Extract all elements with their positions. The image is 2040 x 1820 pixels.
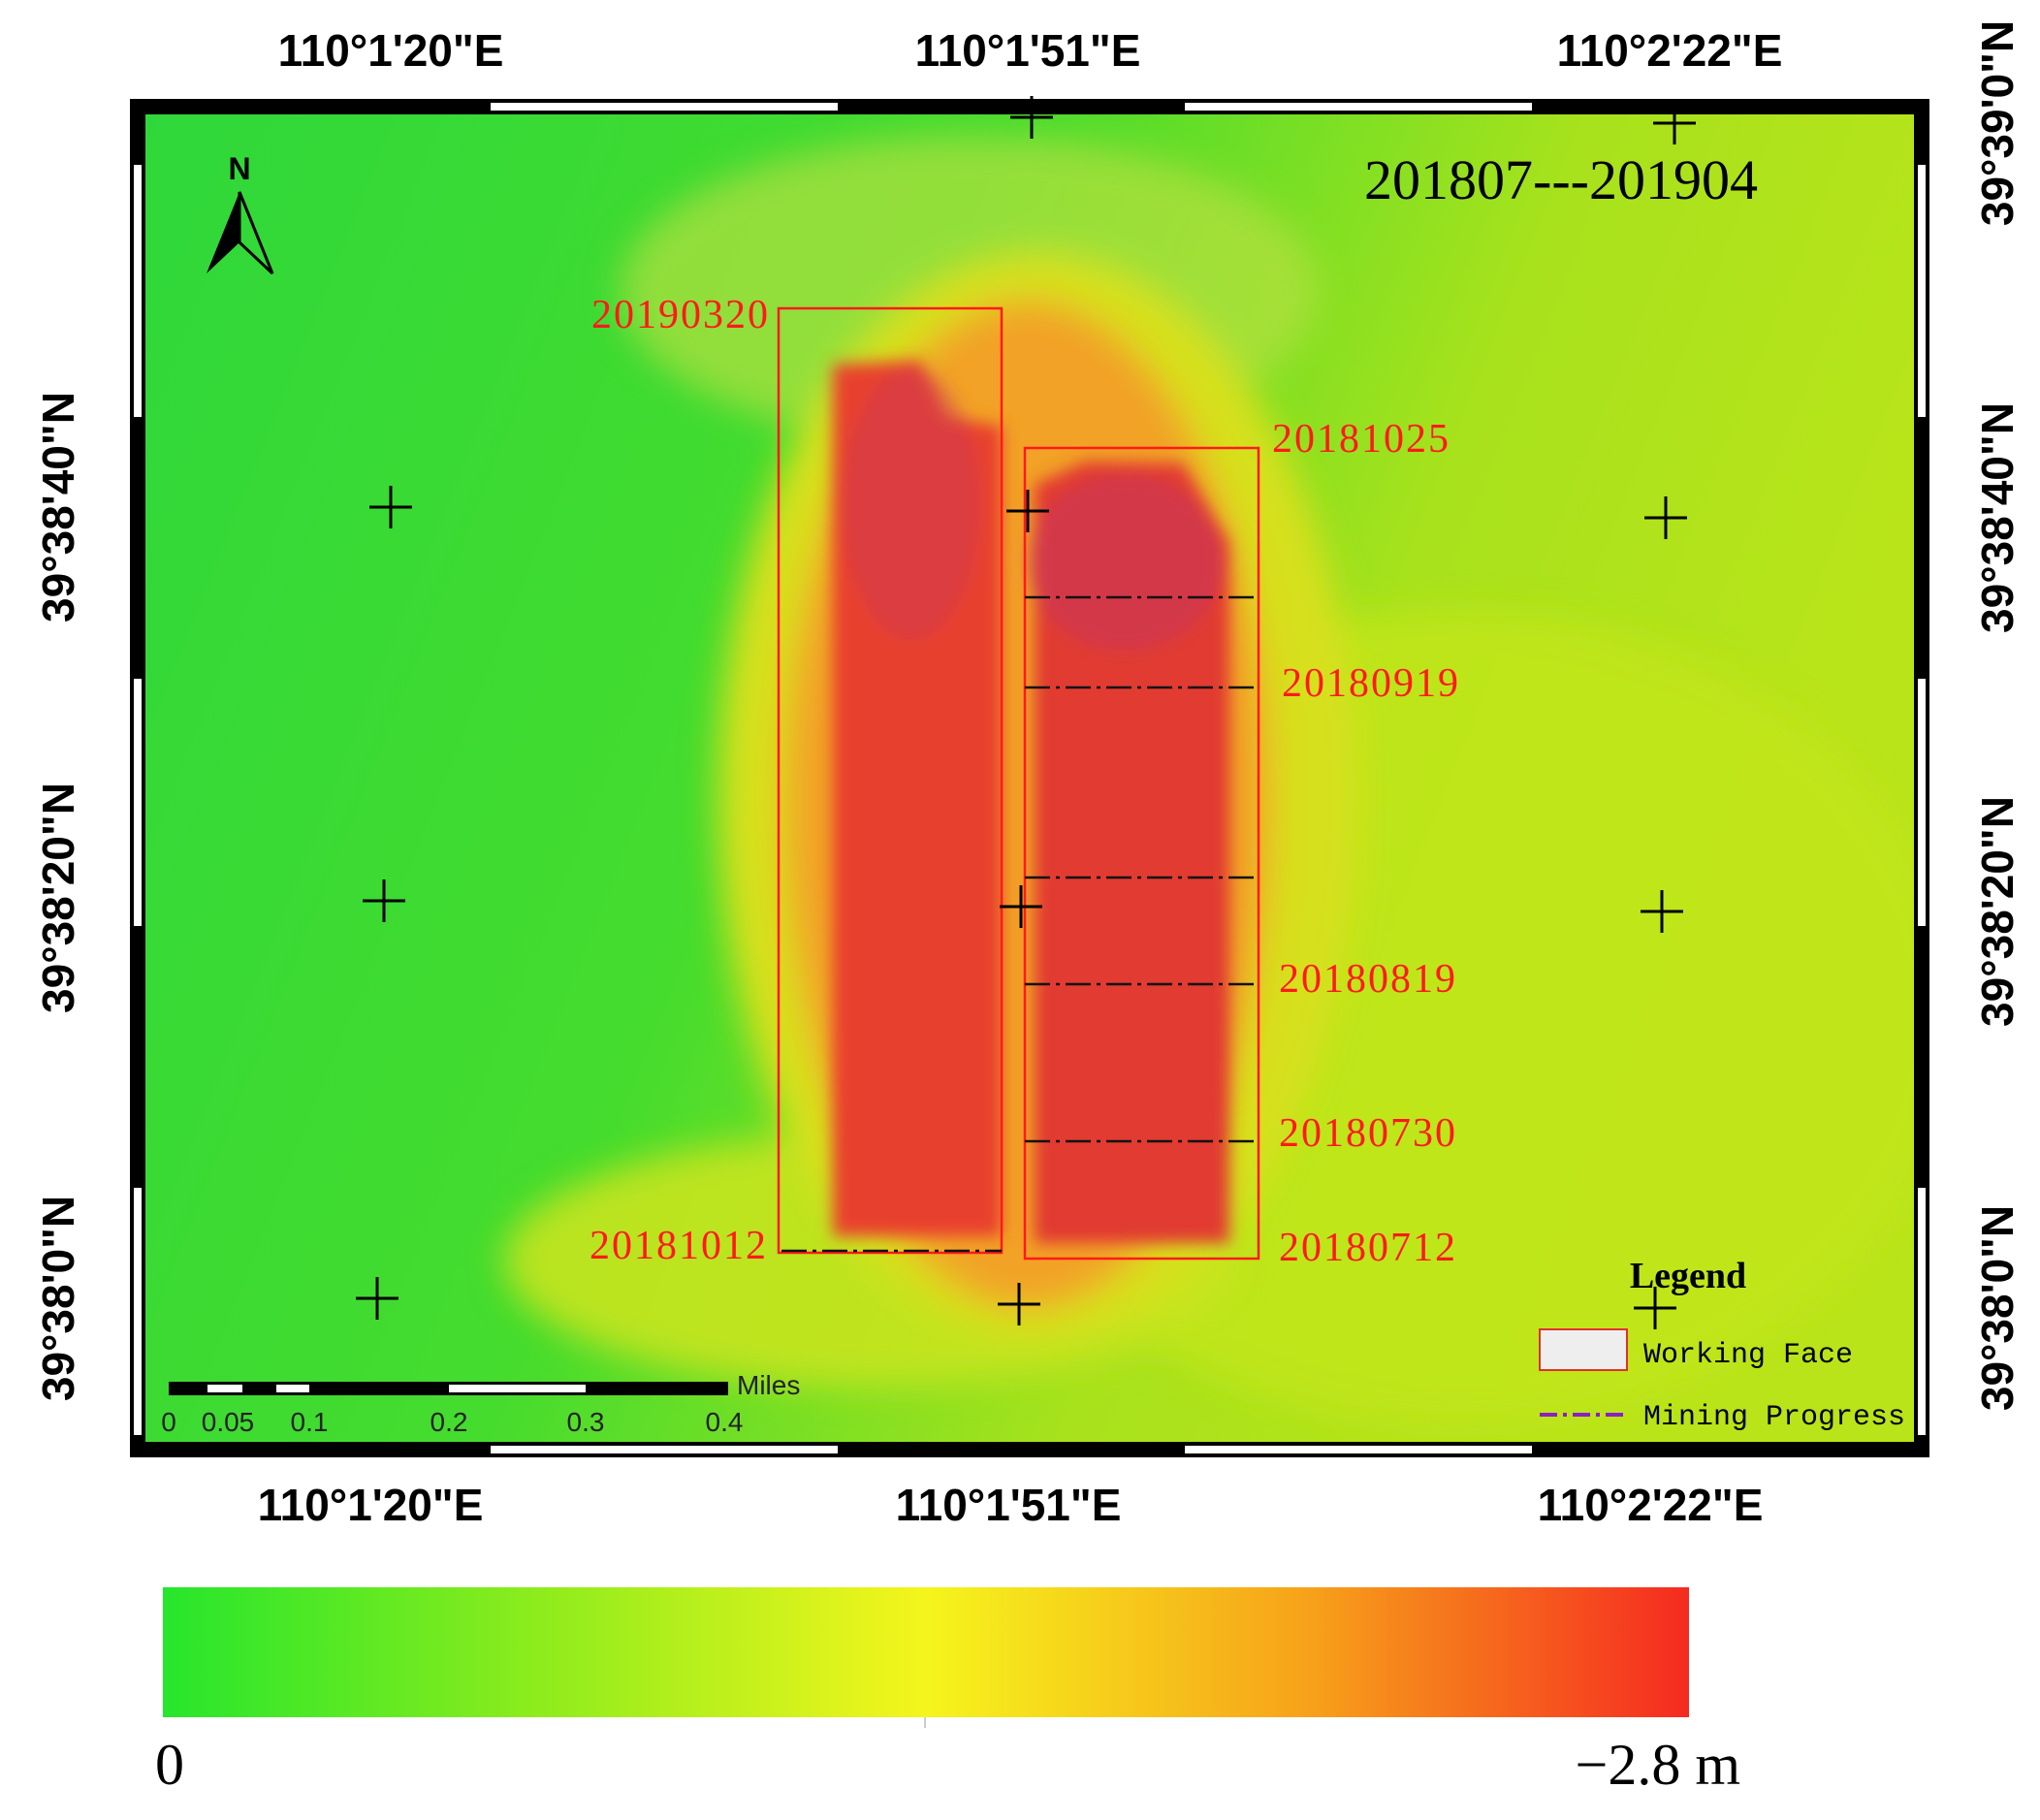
longitude-label: 110°1'51"E <box>896 1480 1122 1530</box>
date-label: 20180919 <box>1282 661 1460 706</box>
cross <box>1010 96 1053 139</box>
longitude-label: 110°2'22"E <box>1557 25 1783 76</box>
graticule-crosses <box>356 96 1696 1329</box>
latitude-label: 39°38'40"N <box>33 392 83 623</box>
date-label: 20180712 <box>1279 1226 1457 1270</box>
scale-label: 0.4 <box>706 1407 744 1437</box>
longitude-label: 110°1'20"E <box>278 25 504 76</box>
colorbar-min-label: 0 <box>155 1733 184 1797</box>
working-face <box>1023 446 1260 1261</box>
legend-swatch <box>1539 1328 1628 1371</box>
date-label: 20180730 <box>1279 1111 1457 1156</box>
legend-title: Legend <box>1630 1256 1746 1296</box>
date-label: 20181025 <box>1272 417 1450 462</box>
cross <box>369 486 412 528</box>
cross <box>356 1277 398 1320</box>
legend: Legend Working Face Mining Progress <box>1539 1256 1905 1434</box>
legend-label: Working Face <box>1643 1339 1853 1372</box>
legend-label: Mining Progress <box>1643 1401 1905 1434</box>
scale-label: 0.05 <box>202 1407 255 1437</box>
longitude-label: 110°2'22"E <box>1538 1480 1764 1530</box>
cross <box>1634 1287 1676 1329</box>
mining-progress <box>781 595 1259 1253</box>
scale-bar: Miles <box>169 1370 800 1400</box>
cross <box>1006 490 1049 532</box>
latitude-label: 39°38'0"N <box>33 1196 83 1401</box>
date-label: 20181012 <box>590 1224 768 1268</box>
longitude-label: 110°1'20"E <box>258 1480 484 1530</box>
scale-label: 0 <box>161 1407 176 1437</box>
latitude-label: 39°38'20"N <box>33 782 83 1013</box>
date-label: 20180819 <box>1279 957 1457 1002</box>
scale-unit: Miles <box>737 1370 800 1400</box>
cross <box>1000 885 1042 928</box>
latitude-label: 39°38'40"N <box>1972 402 2023 633</box>
cross <box>1641 890 1683 933</box>
date-label: 20190320 <box>591 293 770 337</box>
longitude-label: 110°1'51"E <box>915 25 1141 76</box>
cross <box>1653 102 1696 144</box>
latitude-label: 39°38'20"N <box>1972 796 2023 1027</box>
frame-ticks <box>134 103 1926 1453</box>
latitude-label: 39°39'0"N <box>1972 20 2023 226</box>
scale-label: 0.2 <box>430 1407 468 1437</box>
scale-label: 0.1 <box>291 1407 329 1437</box>
colorbar-max-label: −2.8 m <box>1575 1733 1740 1797</box>
north-label: N <box>228 151 250 186</box>
scale-label: 0.3 <box>567 1407 605 1437</box>
cross <box>1644 496 1687 539</box>
cross <box>998 1283 1040 1325</box>
map-title: 201807---201904 <box>1364 148 1758 211</box>
heatmap <box>145 114 1915 1442</box>
working-face <box>777 306 1004 1255</box>
latitude-label: 39°38'0"N <box>1972 1205 2023 1411</box>
colorbar <box>163 1587 1689 1717</box>
cross <box>363 879 405 922</box>
north-arrow: N <box>207 151 274 275</box>
